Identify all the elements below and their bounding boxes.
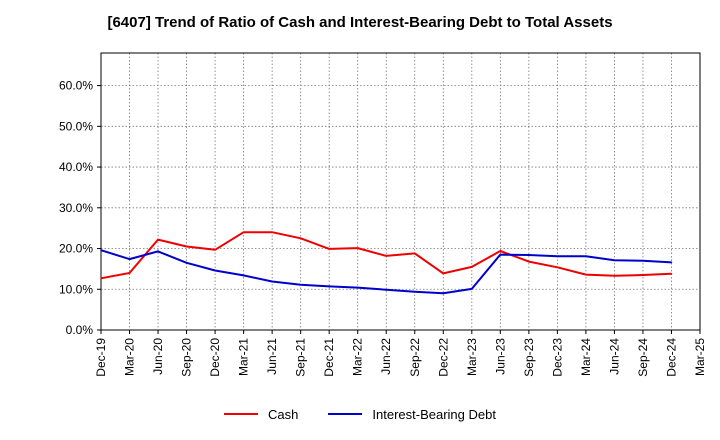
x-tick-label: Mar-20	[123, 338, 137, 376]
x-tick-label: Jun-20	[151, 338, 165, 375]
x-tick-label: Mar-22	[351, 338, 365, 376]
data-point-cash	[100, 277, 102, 280]
x-tick-label: Dec-20	[208, 338, 222, 377]
series-lines	[100, 231, 673, 295]
legend-item-interest-bearing-debt: Interest-Bearing Debt	[328, 407, 496, 422]
x-tick-label: Mar-24	[579, 338, 593, 376]
data-point-cash	[471, 266, 473, 268]
data-point-cash	[385, 255, 388, 257]
y-tick-label: 30.0%	[59, 201, 93, 215]
data-point-interest-bearing-debt	[670, 261, 673, 264]
x-tick-label: Mar-25	[693, 338, 707, 376]
data-point-cash	[585, 273, 587, 276]
y-tick-label: 20.0%	[59, 242, 93, 256]
data-point-interest-bearing-debt	[413, 290, 416, 293]
data-point-cash	[157, 238, 159, 241]
y-tick-label: 50.0%	[59, 119, 93, 133]
data-point-cash	[613, 275, 616, 277]
data-point-cash	[556, 266, 559, 269]
data-point-interest-bearing-debt	[585, 255, 587, 258]
legend-label-cash: Cash	[268, 406, 299, 422]
data-point-cash	[442, 272, 445, 275]
data-point-cash	[328, 248, 330, 250]
plot-frame	[100, 52, 701, 331]
data-point-cash	[299, 237, 302, 240]
x-tick-label: Jun-23	[493, 338, 507, 375]
legend-swatch-cash	[224, 413, 259, 415]
legend-swatch-debt	[328, 413, 363, 415]
x-tick-label: Sep-24	[636, 338, 650, 377]
data-point-interest-bearing-debt	[613, 259, 616, 262]
chart-title: [6407] Trend of Ratio of Cash and Intere…	[107, 14, 613, 31]
data-point-cash	[271, 231, 273, 234]
data-point-cash	[670, 272, 673, 275]
data-point-cash	[242, 231, 245, 234]
y-tick-label: 60.0%	[59, 79, 93, 93]
y-tick-label: 0.0%	[66, 323, 94, 337]
data-point-interest-bearing-debt	[242, 274, 245, 277]
data-point-cash	[128, 272, 131, 274]
data-point-interest-bearing-debt	[271, 280, 273, 283]
x-tick-label: Sep-21	[294, 338, 308, 377]
x-tick-label: Sep-23	[522, 338, 536, 377]
grid	[101, 53, 700, 330]
x-tick-label: Sep-22	[408, 338, 422, 377]
x-tick-label: Jun-21	[265, 338, 279, 375]
data-point-interest-bearing-debt	[185, 261, 188, 264]
x-tick-label: Jun-22	[379, 338, 393, 375]
data-point-cash	[499, 250, 502, 252]
data-point-interest-bearing-debt	[328, 285, 330, 288]
data-point-cash	[356, 247, 359, 249]
data-point-cash	[185, 245, 188, 248]
data-point-interest-bearing-debt	[128, 258, 131, 260]
data-point-interest-bearing-debt	[100, 249, 102, 251]
data-point-interest-bearing-debt	[299, 283, 302, 286]
data-point-interest-bearing-debt	[385, 288, 388, 291]
x-tick-label: Dec-23	[550, 338, 564, 377]
data-point-interest-bearing-debt	[214, 269, 216, 272]
x-tick-label: Dec-19	[94, 338, 108, 377]
data-point-interest-bearing-debt	[471, 288, 473, 290]
data-point-interest-bearing-debt	[642, 259, 644, 262]
data-point-interest-bearing-debt	[442, 292, 445, 295]
legend: Cash Interest-Bearing Debt	[0, 402, 720, 426]
data-point-interest-bearing-debt	[528, 254, 530, 256]
x-tick-label: Dec-24	[664, 338, 678, 377]
axes: 0.0% 10.0% 20.0% 30.0% 40.0% 50.0% 60.0% Dec-19…	[59, 52, 707, 377]
y-tick-label: 40.0%	[59, 160, 93, 174]
y-tick-label: 10.0%	[59, 282, 93, 296]
x-tick-label: Jun-24	[607, 338, 621, 375]
data-point-cash	[642, 274, 644, 276]
x-tick-label: Mar-23	[465, 338, 479, 376]
x-tick-label: Dec-21	[322, 338, 336, 377]
data-point-interest-bearing-debt	[356, 286, 359, 289]
data-point-interest-bearing-debt	[556, 255, 559, 258]
data-point-interest-bearing-debt	[499, 253, 502, 256]
data-point-cash	[214, 248, 216, 251]
x-tick-label: Mar-21	[237, 338, 251, 376]
data-point-cash	[413, 252, 416, 255]
data-point-cash	[528, 260, 530, 263]
x-tick-label: Sep-20	[180, 338, 194, 377]
data-point-interest-bearing-debt	[157, 250, 159, 253]
x-tick-label: Dec-22	[436, 338, 450, 377]
legend-label-interest-bearing-debt: Interest-Bearing Debt	[372, 406, 496, 422]
legend-item-cash: Cash	[224, 407, 298, 422]
